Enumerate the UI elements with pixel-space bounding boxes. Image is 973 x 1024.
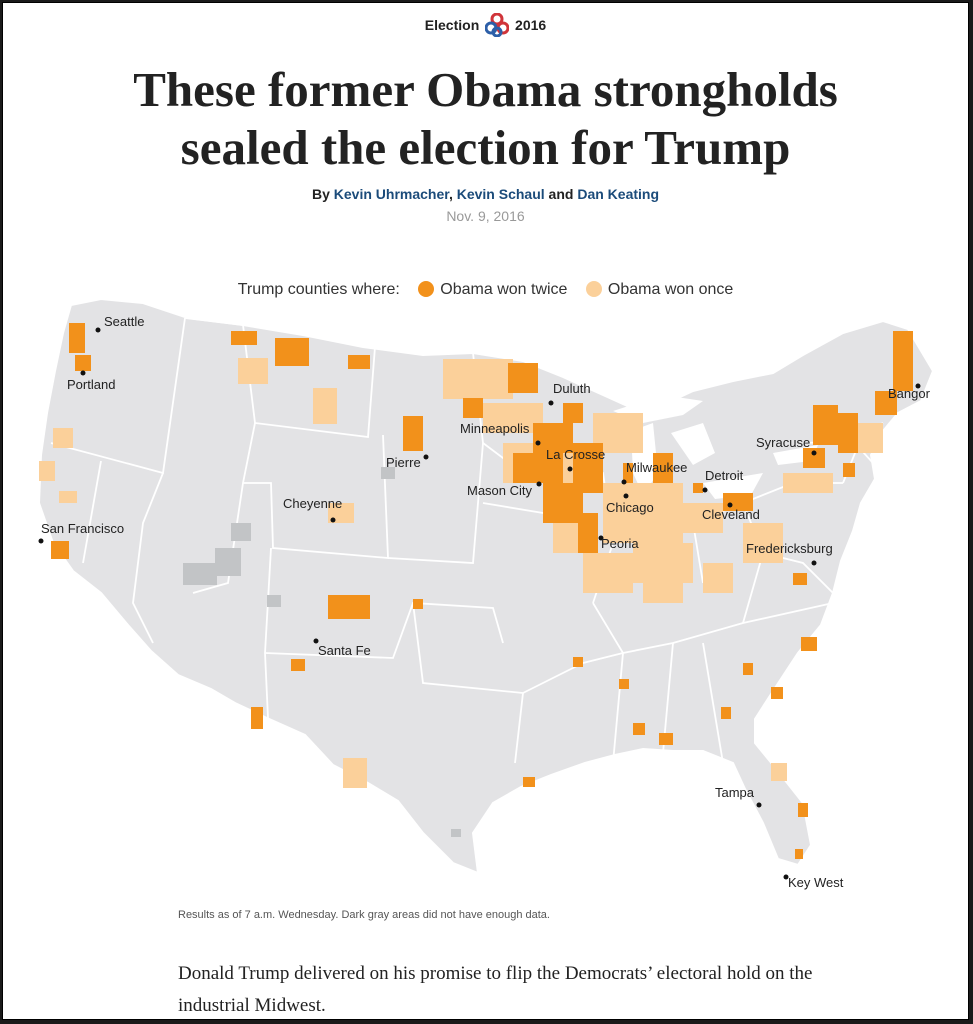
legend-swatch-won-twice bbox=[418, 281, 435, 297]
city-label-key-west: Key West bbox=[788, 875, 844, 890]
city-dot-fredericksburg bbox=[811, 560, 817, 566]
city-label-portland: Portland bbox=[67, 377, 115, 392]
city-label-mason-city: Mason City bbox=[467, 483, 533, 498]
byline-comma: , bbox=[448, 186, 453, 202]
us-county-map: Seattle Portland San Francisco Cheyenne Pier… bbox=[37, 297, 935, 890]
city-dot-milwaukee bbox=[621, 479, 627, 485]
city-label-bangor: Bangor bbox=[888, 386, 931, 401]
byline-prefix: By bbox=[311, 186, 330, 202]
city-dot-detroit bbox=[702, 487, 708, 493]
city-label-la-crosse: La Crosse bbox=[546, 447, 605, 462]
byline: By Kevin Uhrmacher, Kevin Schaul and Dan… bbox=[3, 186, 968, 202]
publish-date: Nov. 9, 2016 bbox=[446, 208, 525, 224]
author-link-3[interactable]: Dan Keating bbox=[577, 186, 660, 202]
legend-swatch-won-once bbox=[585, 281, 602, 297]
counties-obama-won-twice bbox=[51, 323, 913, 859]
city-label-cleveland: Cleveland bbox=[702, 507, 760, 522]
data-note: Results as of 7 a.m. Wednesday. Dark gra… bbox=[178, 909, 550, 921]
article-body: Donald Trump delivered on his promise to… bbox=[178, 963, 813, 1016]
city-dot-key-west bbox=[783, 874, 789, 880]
city-label-cheyenne: Cheyenne bbox=[283, 496, 342, 511]
city-dot-cheyenne bbox=[330, 517, 336, 523]
city-label-milwaukee: Milwaukee bbox=[626, 460, 687, 475]
election-kicker[interactable]: Election 2016 bbox=[3, 13, 968, 37]
byline-and: and bbox=[548, 186, 574, 202]
kicker-year: 2016 bbox=[515, 17, 547, 33]
city-dot-mason-city bbox=[536, 481, 542, 487]
city-label-pierre: Pierre bbox=[386, 455, 421, 470]
city-dot-tampa bbox=[756, 802, 762, 808]
city-dot-san-francisco bbox=[38, 538, 44, 544]
city-dot-santa-fe bbox=[313, 638, 319, 644]
legend-item-won-twice: Obama won twice bbox=[440, 281, 568, 298]
kicker-election: Election bbox=[424, 17, 480, 33]
city-label-duluth: Duluth bbox=[553, 381, 591, 396]
city-dot-cleveland bbox=[727, 502, 733, 508]
city-label-santa-fe: Santa Fe bbox=[318, 643, 371, 658]
city-label-tampa: Tampa bbox=[715, 785, 755, 800]
city-dot-minneapolis bbox=[535, 440, 541, 446]
city-dot-seattle bbox=[95, 327, 101, 333]
author-link-1[interactable]: Kevin Uhrmacher bbox=[333, 186, 449, 202]
city-dot-bangor bbox=[915, 383, 921, 389]
city-label-syracuse: Syracuse bbox=[756, 435, 810, 450]
city-label-san-francisco: San Francisco bbox=[41, 521, 124, 536]
city-dot-syracuse bbox=[811, 450, 817, 456]
city-dot-peoria bbox=[598, 535, 604, 541]
city-dot-portland bbox=[80, 370, 86, 376]
headline-line-1: These former Obama strongholds bbox=[133, 62, 838, 117]
legend-item-won-once: Obama won once bbox=[607, 281, 734, 298]
city-dot-duluth bbox=[548, 400, 554, 406]
city-label-minneapolis: Minneapolis bbox=[460, 421, 530, 436]
map-legend: Trump counties where: Obama won twice Ob… bbox=[3, 281, 968, 299]
city-dot-pierre bbox=[423, 454, 429, 460]
city-label-peoria: Peoria bbox=[601, 536, 639, 551]
city-label-detroit: Detroit bbox=[705, 468, 744, 483]
city-label-seattle: Seattle bbox=[104, 314, 144, 329]
legend-label: Trump counties where: bbox=[237, 281, 400, 298]
headline: These former Obama strongholds sealed th… bbox=[3, 61, 968, 177]
headline-line-2: sealed the election for Trump bbox=[180, 120, 791, 175]
city-label-chicago: Chicago bbox=[606, 500, 654, 515]
author-link-2[interactable]: Kevin Schaul bbox=[456, 186, 545, 202]
no-data-areas bbox=[183, 467, 461, 837]
city-markers: Seattle Portland San Francisco Cheyenne Pier… bbox=[38, 314, 931, 890]
city-label-fredericksburg: Fredericksburg bbox=[746, 541, 833, 556]
city-dot-chicago bbox=[623, 493, 629, 499]
city-dot-la-crosse bbox=[567, 466, 573, 472]
election-star-icon bbox=[485, 13, 510, 37]
